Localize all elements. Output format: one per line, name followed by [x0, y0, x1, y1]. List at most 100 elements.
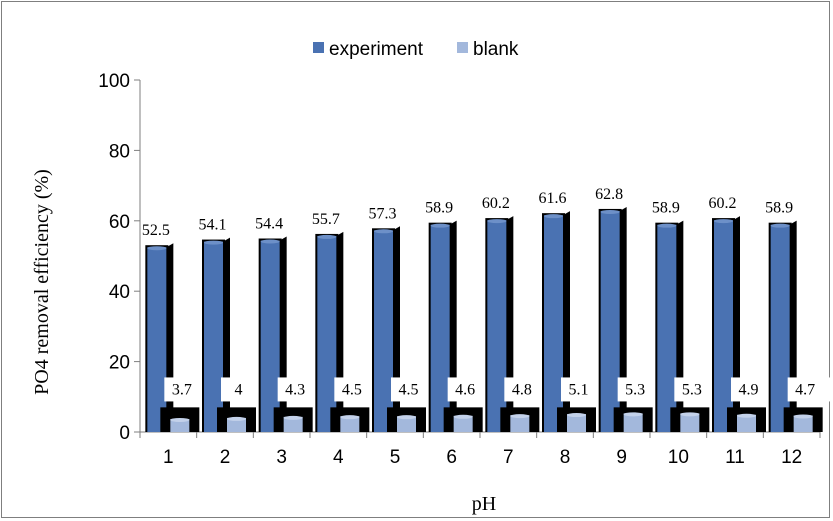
blank-bar-top-8: [567, 413, 586, 418]
blank-label-bg-12: [787, 377, 831, 402]
blank-label-bg-3: [277, 377, 321, 402]
plot-area: 0 20 40 60 80 100 1 52.5 3.7 2 54.1 4 3 54.4 4.3 4 55.7 4…: [98, 71, 831, 468]
blank-label-bg-11: [731, 377, 774, 402]
experiment-data-label-6: 58.9: [425, 200, 453, 217]
blank-bar-7: [510, 415, 530, 432]
blank-label-bg-6: [447, 377, 491, 402]
x-tick-label-10: 10: [668, 447, 689, 468]
blank-bar-12: [793, 415, 813, 432]
x-tick-label-8: 8: [560, 447, 571, 468]
experiment-bar-top-5: [374, 229, 393, 234]
blank-bar-top-6: [453, 414, 473, 419]
blank-bar-9: [623, 413, 643, 432]
experiment-data-label-3: 54.4: [255, 216, 283, 233]
blank-bar-2: [227, 417, 246, 432]
experiment-bar-2: [204, 241, 223, 432]
experiment-bar-7: [487, 220, 507, 432]
y-tick-label-20: 20: [109, 353, 130, 374]
legend-label-experiment: experiment: [329, 39, 424, 60]
x-tick-label-12: 12: [781, 447, 802, 468]
experiment-bar-11: [714, 220, 733, 432]
blank-data-label-3: 4.3: [285, 381, 305, 398]
blank-data-label-4: 4.5: [342, 381, 362, 398]
blank-label-bg-5: [391, 377, 434, 402]
blank-bar-1: [170, 418, 190, 432]
blank-data-label-11: 4.9: [739, 381, 759, 398]
x-tick-label-5: 5: [390, 447, 401, 468]
x-tick-label-1: 1: [163, 447, 174, 468]
blank-bar-3: [283, 416, 303, 432]
blank-bar-top-5: [397, 415, 416, 420]
experiment-data-label-7: 60.2: [482, 195, 510, 212]
experiment-bar-top-9: [600, 209, 620, 214]
experiment-bar-9: [600, 210, 620, 432]
blank-bar-8: [567, 414, 586, 432]
x-tick-label-11: 11: [725, 447, 745, 468]
experiment-data-label-5: 57.3: [369, 205, 397, 222]
blank-data-label-12: 4.7: [795, 381, 815, 398]
experiment-bar-1: [147, 247, 167, 432]
y-tick-label-60: 60: [109, 212, 130, 233]
experiment-data-label-11: 60.2: [709, 195, 737, 212]
experiment-data-label-2: 54.1: [199, 217, 227, 234]
legend: experiment blank: [313, 39, 519, 60]
legend-label-blank: blank: [473, 39, 519, 60]
blank-label-bg-7: [504, 377, 548, 402]
y-tick-label-100: 100: [98, 71, 130, 92]
experiment-data-label-12: 58.9: [765, 200, 793, 217]
y-tick-label-80: 80: [109, 141, 130, 162]
blank-bar-top-9: [623, 412, 643, 417]
blank-label-bg-8: [561, 377, 604, 402]
blank-data-label-9: 5.3: [625, 381, 645, 398]
experiment-bar-top-4: [317, 234, 337, 239]
experiment-data-label-1: 52.5: [142, 222, 170, 239]
experiment-bar-6: [430, 224, 450, 432]
x-tick-label-6: 6: [446, 447, 457, 468]
experiment-data-label-10: 58.9: [652, 200, 680, 217]
blank-bar-top-7: [510, 414, 530, 419]
blank-label-bg-9: [617, 377, 661, 402]
blank-bar-top-1: [170, 417, 190, 422]
y-axis-title: PO4 removal efficiency (%): [31, 169, 53, 395]
experiment-bar-8: [544, 215, 563, 432]
experiment-bar-5: [374, 230, 393, 432]
x-tick-label-4: 4: [333, 447, 344, 468]
blank-data-label-8: 5.1: [569, 381, 589, 398]
x-tick-label-9: 9: [616, 447, 627, 468]
experiment-bar-top-2: [204, 240, 223, 245]
blank-label-bg-4: [334, 377, 378, 402]
experiment-bar-4: [317, 235, 337, 432]
blank-bar-6: [453, 415, 473, 432]
blank-data-label-10: 5.3: [682, 381, 702, 398]
blank-data-label-7: 4.8: [512, 381, 532, 398]
x-tick-label-2: 2: [220, 447, 231, 468]
blank-data-label-2: 4: [235, 381, 243, 398]
x-tick-label-3: 3: [276, 447, 287, 468]
experiment-bar-top-12: [770, 223, 790, 228]
blank-bar-11: [737, 414, 756, 432]
experiment-bar-12: [770, 224, 790, 432]
experiment-bar-3: [260, 240, 280, 432]
experiment-bar-top-8: [544, 214, 563, 219]
y-tick-label-40: 40: [109, 282, 130, 303]
experiment-bar-10: [657, 224, 677, 432]
experiment-bar-top-6: [430, 223, 450, 228]
experiment-data-label-9: 62.8: [595, 186, 623, 203]
blank-bar-top-2: [227, 416, 246, 421]
legend-swatch-blank: [457, 42, 468, 53]
experiment-bar-top-11: [714, 219, 733, 224]
blank-bar-top-4: [340, 415, 360, 420]
y-tick-label-0: 0: [119, 423, 130, 444]
experiment-bar-top-3: [260, 239, 280, 244]
experiment-bar-top-1: [147, 246, 167, 251]
x-axis-title: pH: [472, 493, 496, 515]
blank-bar-10: [680, 413, 700, 432]
blank-bar-top-11: [737, 413, 756, 418]
x-tick-label-7: 7: [503, 447, 514, 468]
experiment-bar-top-7: [487, 219, 507, 224]
blank-label-bg-10: [674, 377, 718, 402]
blank-bar-top-12: [793, 414, 813, 419]
experiment-data-label-4: 55.7: [312, 211, 340, 228]
blank-bar-4: [340, 416, 360, 432]
experiment-data-label-8: 61.6: [539, 190, 567, 207]
